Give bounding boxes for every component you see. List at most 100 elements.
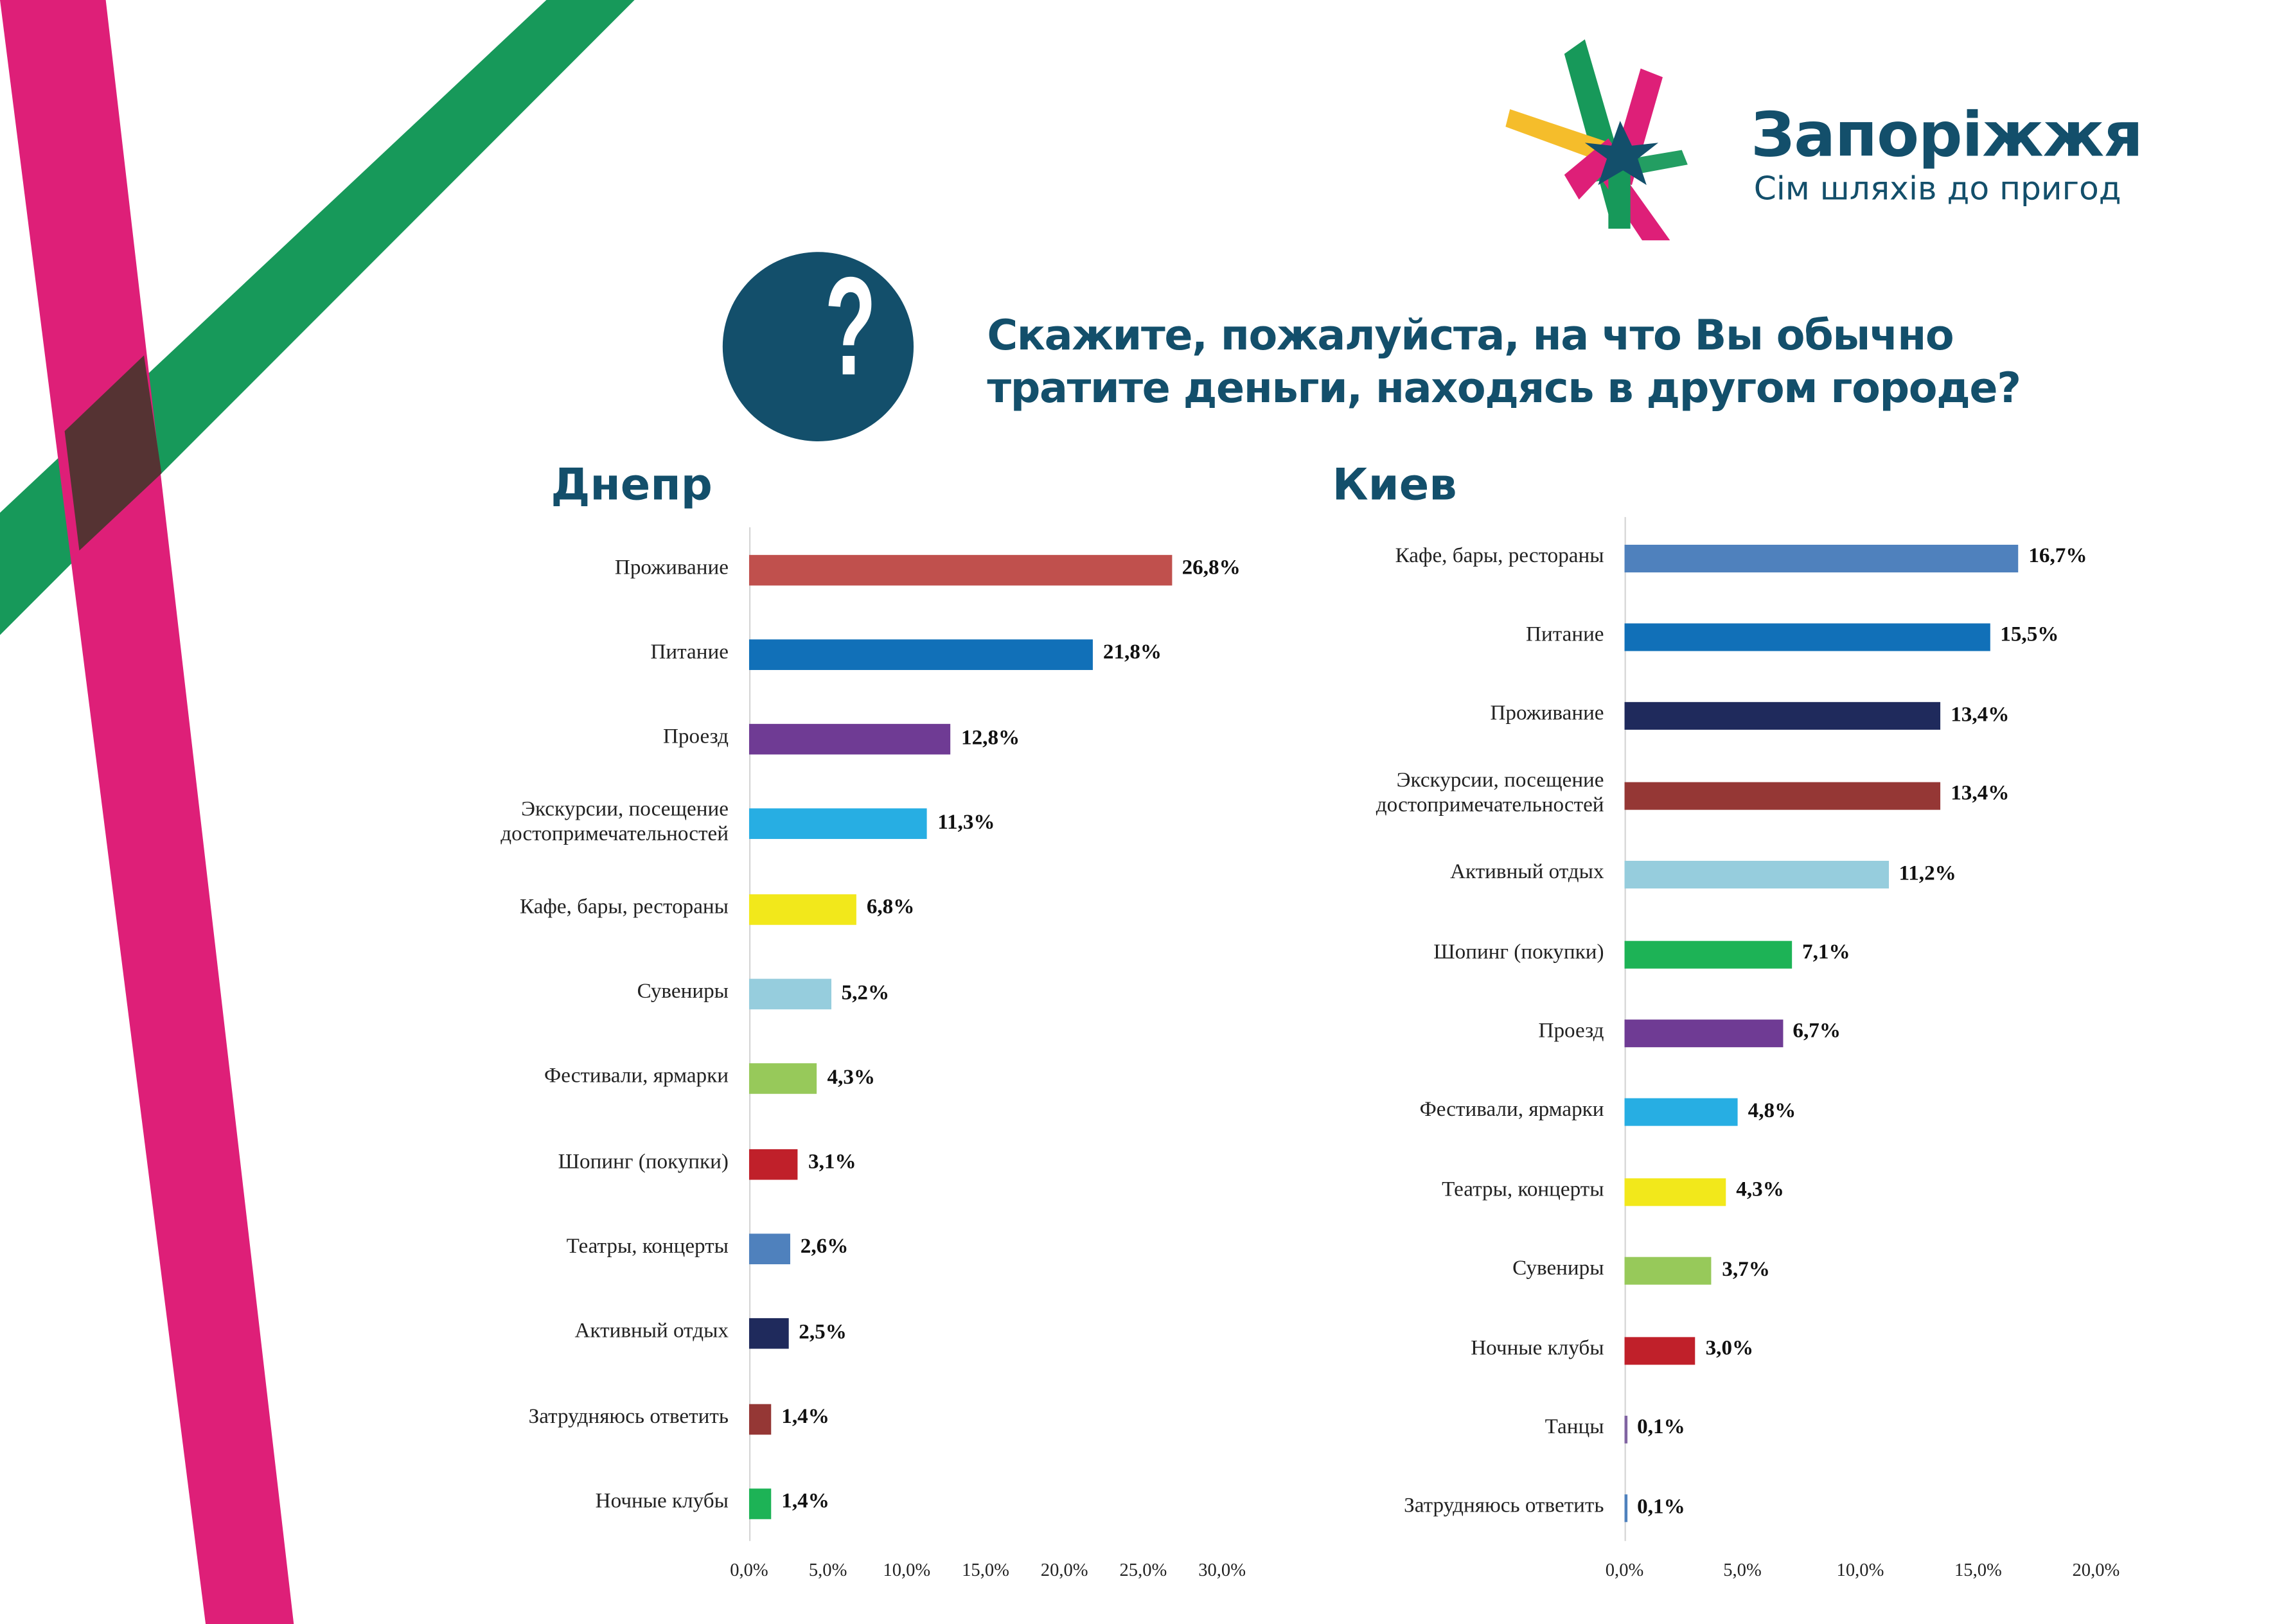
bar-7 xyxy=(1624,1099,1738,1127)
category-label-line: Сувениры xyxy=(637,980,729,1004)
brand-slogan: Сім шляхів до пригод xyxy=(1753,172,2121,209)
bar-0 xyxy=(748,554,1172,585)
data-label-8: 4,3% xyxy=(1736,1178,1784,1202)
data-label-7: 3,1% xyxy=(808,1151,856,1174)
question-line-1: Скажите, пожалуйста, на что Вы обычно xyxy=(987,312,1954,360)
category-label-7: Фестивали, ярмарки xyxy=(1164,1099,1604,1124)
pink-ribbon xyxy=(0,0,294,1624)
x-tick-label-4: 20,0% xyxy=(1040,1560,1088,1581)
data-label-6: 4,3% xyxy=(827,1066,876,1090)
y-axis-line xyxy=(748,527,751,1541)
category-label-line: Кафе, бары, рестораны xyxy=(520,895,729,919)
x-tick-label-1: 5,0% xyxy=(808,1560,847,1581)
bar-11 xyxy=(748,1488,772,1519)
category-label-7: Шопинг (покупки) xyxy=(288,1150,729,1175)
question-line-2: тратите деньги, находясь в другом городе… xyxy=(987,364,2021,412)
x-tick-label-6: 30,0% xyxy=(1198,1560,1246,1581)
category-label-6: Фестивали, ярмарки xyxy=(288,1065,729,1090)
data-label-2: 12,8% xyxy=(961,726,1020,750)
category-label-line: Фестивали, ярмарки xyxy=(544,1065,729,1089)
category-label-12: Затрудняюсь ответить xyxy=(1164,1495,1604,1520)
data-label-8: 2,6% xyxy=(800,1235,849,1259)
category-label-line: Экскурсии, посещение xyxy=(1396,769,1604,793)
data-label-3: 11,3% xyxy=(937,811,995,834)
bar-9 xyxy=(748,1318,789,1349)
bar-9 xyxy=(1624,1257,1712,1285)
category-label-3: Экскурсии, посещение достопримечательност… xyxy=(288,798,729,847)
category-label-10: Ночные клубы xyxy=(1164,1336,1604,1361)
category-label-line: Кафе, бары, рестораны xyxy=(1395,543,1604,568)
bar-3 xyxy=(748,809,928,840)
x-tick-label-4: 20,0% xyxy=(2072,1560,2120,1581)
data-label-2: 13,4% xyxy=(1951,703,2010,727)
category-label-2: Проезд xyxy=(288,725,729,750)
category-label-4: Активный отдых xyxy=(1164,861,1604,886)
bar-1 xyxy=(748,639,1093,670)
x-tick-label-1: 5,0% xyxy=(1723,1560,1762,1581)
category-label-line: Шопинг (покупки) xyxy=(558,1150,729,1174)
category-label-line: Сувениры xyxy=(1512,1257,1604,1281)
data-label-11: 1,4% xyxy=(781,1490,829,1514)
bar-4 xyxy=(748,894,856,925)
data-label-9: 3,7% xyxy=(1722,1258,1770,1282)
x-tick-label-3: 15,0% xyxy=(1954,1560,2002,1581)
bar-6 xyxy=(1624,1019,1783,1047)
data-label-1: 15,5% xyxy=(2000,624,2059,648)
category-label-line: Ночные клубы xyxy=(1471,1336,1604,1360)
data-label-0: 26,8% xyxy=(1182,556,1241,580)
x-tick-label-2: 10,0% xyxy=(883,1560,931,1581)
bar-11 xyxy=(1624,1415,1628,1443)
category-label-1: Питание xyxy=(288,640,729,666)
category-label-line: Питание xyxy=(650,640,729,664)
bar-10 xyxy=(748,1403,772,1434)
data-label-11: 0,1% xyxy=(1637,1416,1685,1440)
x-tick-label-3: 15,0% xyxy=(962,1560,1009,1581)
bar-1 xyxy=(1624,623,1990,651)
chart-title-kiev: Киев xyxy=(1332,460,1457,511)
category-label-8: Театры, концерты xyxy=(1164,1178,1604,1203)
category-label-11: Танцы xyxy=(1164,1416,1604,1441)
category-label-9: Активный отдых xyxy=(288,1320,729,1345)
category-label-line: Проживание xyxy=(1490,702,1604,726)
bar-5 xyxy=(1624,940,1793,968)
category-label-line: Активный отдых xyxy=(574,1320,729,1343)
category-label-line: Театры, концерты xyxy=(1442,1178,1604,1201)
category-label-9: Сувениры xyxy=(1164,1257,1604,1282)
bar-0 xyxy=(1624,543,2019,572)
category-label-0: Проживание xyxy=(288,556,729,581)
bar-4 xyxy=(1624,861,1889,889)
category-label-10: Затрудняюсь ответить xyxy=(288,1405,729,1430)
bar-2 xyxy=(748,724,952,755)
bar-3 xyxy=(1624,781,1941,809)
bar-2 xyxy=(1624,702,1941,730)
data-label-9: 2,5% xyxy=(799,1320,847,1345)
question-text: Скажите, пожалуйста, на что Вы обычно тр… xyxy=(987,310,2021,415)
chart-title-dnepr: Днепр xyxy=(551,460,713,511)
data-label-10: 1,4% xyxy=(781,1405,829,1429)
bar-7 xyxy=(748,1148,799,1179)
category-label-line: Активный отдых xyxy=(1450,861,1604,885)
x-tick-label-2: 10,0% xyxy=(1836,1560,1884,1581)
data-label-7: 4,8% xyxy=(1748,1099,1796,1123)
ribbon-overlap xyxy=(64,355,162,551)
bar-12 xyxy=(1624,1494,1628,1523)
category-label-line: Фестивали, ярмарки xyxy=(1419,1099,1604,1122)
category-label-line: Затрудняюсь ответить xyxy=(1404,1494,1604,1519)
category-label-line: Питание xyxy=(1526,623,1604,647)
category-label-line: Театры, концерты xyxy=(566,1235,729,1258)
category-label-8: Театры, концерты xyxy=(288,1235,729,1260)
data-label-4: 6,8% xyxy=(866,896,915,920)
bar-6 xyxy=(748,1063,817,1095)
category-label-line: Экскурсии, посещение xyxy=(521,798,729,822)
bar-8 xyxy=(1624,1178,1726,1206)
data-label-6: 6,7% xyxy=(1793,1019,1841,1044)
category-label-line: Шопинг (покупки) xyxy=(1433,940,1604,964)
category-label-0: Кафе, бары, рестораны xyxy=(1164,544,1604,569)
data-label-4: 11,2% xyxy=(1899,861,1956,885)
brand-name: Запоріжжя xyxy=(1751,99,2143,171)
category-label-4: Кафе, бары, рестораны xyxy=(288,896,729,921)
category-label-11: Ночные клубы xyxy=(288,1490,729,1515)
x-tick-label-0: 0,0% xyxy=(730,1560,768,1581)
